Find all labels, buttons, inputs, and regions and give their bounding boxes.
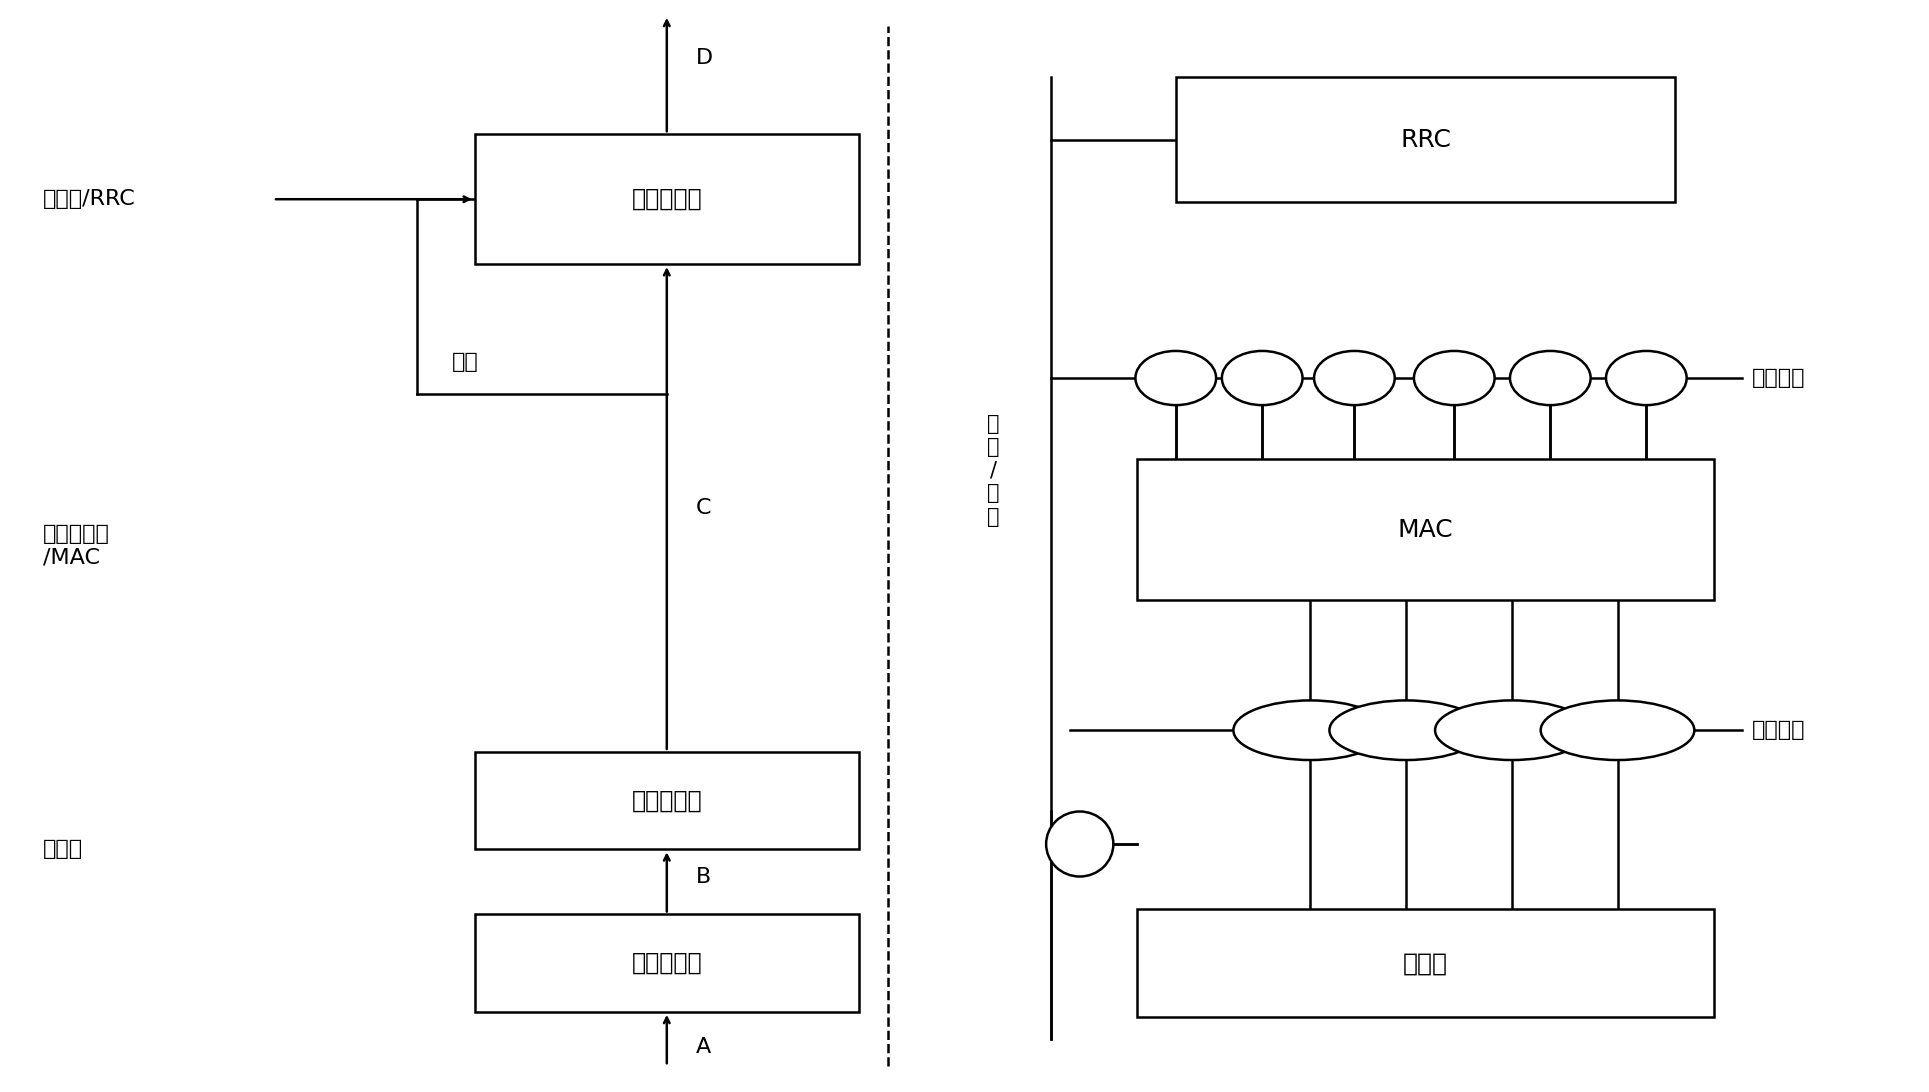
FancyBboxPatch shape [1177, 78, 1674, 202]
Ellipse shape [1221, 351, 1302, 405]
Ellipse shape [1510, 351, 1591, 405]
Text: RRC: RRC [1400, 128, 1451, 152]
Text: A: A [696, 1036, 712, 1057]
Text: B: B [696, 867, 712, 887]
Text: 参数: 参数 [451, 352, 478, 371]
Ellipse shape [1435, 700, 1589, 760]
Text: 物理层: 物理层 [42, 840, 83, 859]
Text: MAC: MAC [1399, 518, 1453, 542]
Text: C: C [696, 498, 712, 518]
FancyBboxPatch shape [475, 914, 858, 1012]
Text: 物理层: 物理层 [1402, 951, 1449, 975]
Ellipse shape [1136, 351, 1215, 405]
Ellipse shape [1541, 700, 1694, 760]
FancyBboxPatch shape [1138, 909, 1713, 1018]
Text: 网络层过滤: 网络层过滤 [631, 187, 702, 211]
Text: 网络层/RRC: 网络层/RRC [42, 189, 135, 210]
FancyBboxPatch shape [475, 752, 858, 850]
Ellipse shape [1314, 351, 1395, 405]
Text: D: D [696, 48, 712, 69]
Text: 逻辑信道: 逻辑信道 [1752, 368, 1806, 388]
Ellipse shape [1607, 351, 1686, 405]
FancyBboxPatch shape [475, 134, 858, 264]
Ellipse shape [1414, 351, 1495, 405]
Ellipse shape [1046, 811, 1113, 877]
Ellipse shape [1233, 700, 1387, 760]
Ellipse shape [1329, 700, 1483, 760]
Text: 物理层测量: 物理层测量 [631, 951, 702, 975]
Text: 控
制
/
测
量: 控 制 / 测 量 [988, 414, 999, 526]
Text: 数据链路层
/MAC: 数据链路层 /MAC [42, 524, 110, 568]
Text: 传输信道: 传输信道 [1752, 721, 1806, 740]
Text: 物理层过滤: 物理层过滤 [631, 788, 702, 812]
FancyBboxPatch shape [1138, 460, 1713, 601]
